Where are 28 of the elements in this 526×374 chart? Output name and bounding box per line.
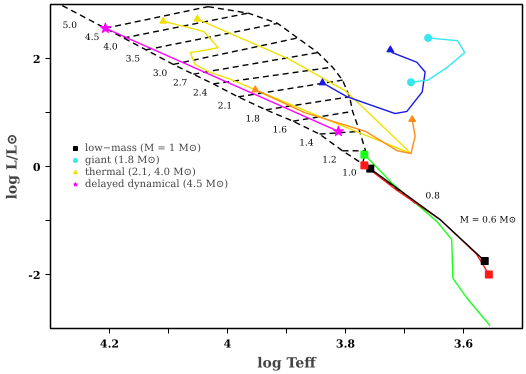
- annotation: 1.6: [272, 126, 288, 136]
- annotation: 5.0: [62, 20, 78, 31]
- y-tick-label: 0: [32, 161, 41, 174]
- y-tick-label: 2: [32, 53, 40, 66]
- y-tick-label: -2: [28, 269, 41, 282]
- annotation: 2.4: [193, 88, 208, 98]
- legend-label: low−mass (M = 1 M⊙): [85, 142, 201, 154]
- annotation: 2.1: [218, 101, 232, 112]
- x-tick-label: 3.8: [336, 338, 356, 350]
- annotation: 1.2: [322, 155, 337, 166]
- annotation: 1.4: [299, 138, 314, 149]
- legend-label: delayed dynamical (4.5 M⊙): [85, 178, 228, 190]
- y-axis-title: log L/L⊙: [4, 134, 20, 200]
- annotation: 3.5: [126, 54, 140, 64]
- x-tick-label: 4: [224, 338, 232, 350]
- annotation: 2.7: [172, 78, 188, 89]
- x-axis-title: log Teff: [257, 356, 318, 372]
- annotation: 4.5: [85, 32, 100, 43]
- annotation: 4.0: [103, 42, 118, 52]
- x-tick-label: 3.6: [454, 338, 474, 350]
- annotation: 0.8: [425, 191, 440, 202]
- annotation: 1.8: [246, 114, 260, 124]
- annotation: 3.0: [152, 68, 168, 79]
- annotation: M = 0.6 M⊙: [460, 215, 516, 226]
- x-tick-label: 4.2: [100, 338, 120, 350]
- legend-label: giant (1.8 M⊙): [85, 154, 160, 166]
- annotation: 1.0: [342, 168, 357, 178]
- legend-label: thermal (2.1, 4.0 M⊙): [85, 166, 196, 178]
